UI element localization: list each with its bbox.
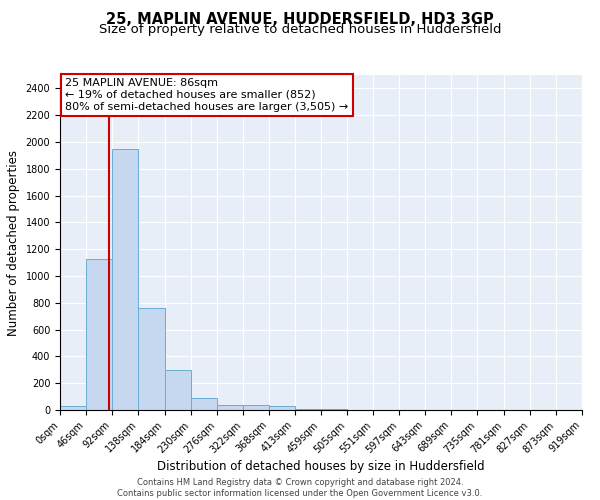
Bar	[217, 404, 243, 410]
Bar	[164, 370, 191, 410]
Bar	[243, 404, 269, 410]
Text: 25 MAPLIN AVENUE: 86sqm
← 19% of detached houses are smaller (852)
80% of semi-d: 25 MAPLIN AVENUE: 86sqm ← 19% of detache…	[65, 78, 349, 112]
Bar	[191, 398, 217, 410]
Bar	[295, 408, 321, 410]
Text: Size of property relative to detached houses in Huddersfield: Size of property relative to detached ho…	[99, 22, 501, 36]
Bar	[86, 258, 112, 410]
Bar	[60, 406, 86, 410]
Bar	[269, 406, 295, 410]
X-axis label: Distribution of detached houses by size in Huddersfield: Distribution of detached houses by size …	[157, 460, 485, 473]
Bar	[139, 308, 164, 410]
Bar	[112, 148, 139, 410]
Text: 25, MAPLIN AVENUE, HUDDERSFIELD, HD3 3GP: 25, MAPLIN AVENUE, HUDDERSFIELD, HD3 3GP	[106, 12, 494, 28]
Text: Contains HM Land Registry data © Crown copyright and database right 2024.
Contai: Contains HM Land Registry data © Crown c…	[118, 478, 482, 498]
Y-axis label: Number of detached properties: Number of detached properties	[7, 150, 20, 336]
